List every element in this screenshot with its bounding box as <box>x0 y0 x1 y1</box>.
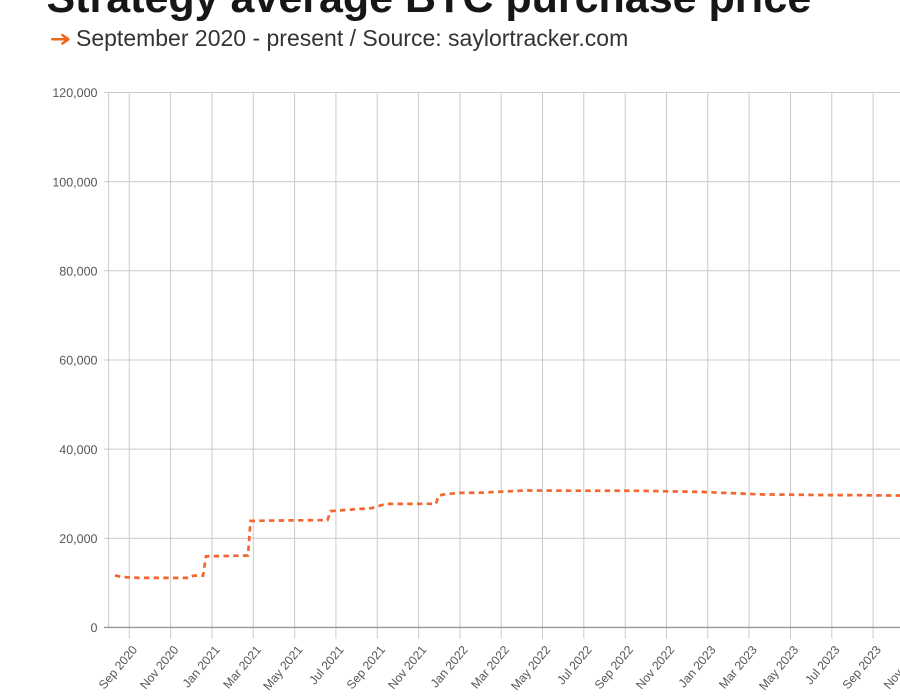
svg-text:0: 0 <box>91 621 98 635</box>
svg-text:May 2022: May 2022 <box>508 643 553 693</box>
svg-text:120,000: 120,000 <box>52 86 97 100</box>
svg-text:May 2023: May 2023 <box>756 643 801 693</box>
svg-text:60,000: 60,000 <box>59 354 97 368</box>
svg-text:Jan 2023: Jan 2023 <box>676 643 719 691</box>
svg-text:Jul 2021: Jul 2021 <box>306 643 346 687</box>
svg-text:40,000: 40,000 <box>59 443 97 457</box>
svg-text:100,000: 100,000 <box>52 175 97 189</box>
svg-text:Sep 2023: Sep 2023 <box>840 643 884 692</box>
svg-text:20,000: 20,000 <box>59 532 97 546</box>
svg-text:Nov 2020: Nov 2020 <box>137 643 181 692</box>
svg-text:Jan 2021: Jan 2021 <box>180 643 223 691</box>
svg-text:Nov 2022: Nov 2022 <box>633 643 677 692</box>
svg-text:Jul 2023: Jul 2023 <box>802 643 842 687</box>
svg-text:Sep 2020: Sep 2020 <box>96 643 140 692</box>
svg-text:Mar 2023: Mar 2023 <box>716 643 760 692</box>
svg-text:Nov 2023: Nov 2023 <box>881 643 900 692</box>
svg-text:Sep 2021: Sep 2021 <box>344 643 388 692</box>
svg-text:Sep 2022: Sep 2022 <box>592 643 636 692</box>
svg-text:May 2021: May 2021 <box>260 643 305 693</box>
svg-text:Jan 2022: Jan 2022 <box>428 643 471 691</box>
svg-text:Mar 2022: Mar 2022 <box>468 643 512 692</box>
svg-text:Jul 2022: Jul 2022 <box>554 643 594 687</box>
svg-text:80,000: 80,000 <box>59 265 97 279</box>
svg-text:Mar 2021: Mar 2021 <box>220 643 264 692</box>
svg-text:Nov 2021: Nov 2021 <box>385 643 429 692</box>
